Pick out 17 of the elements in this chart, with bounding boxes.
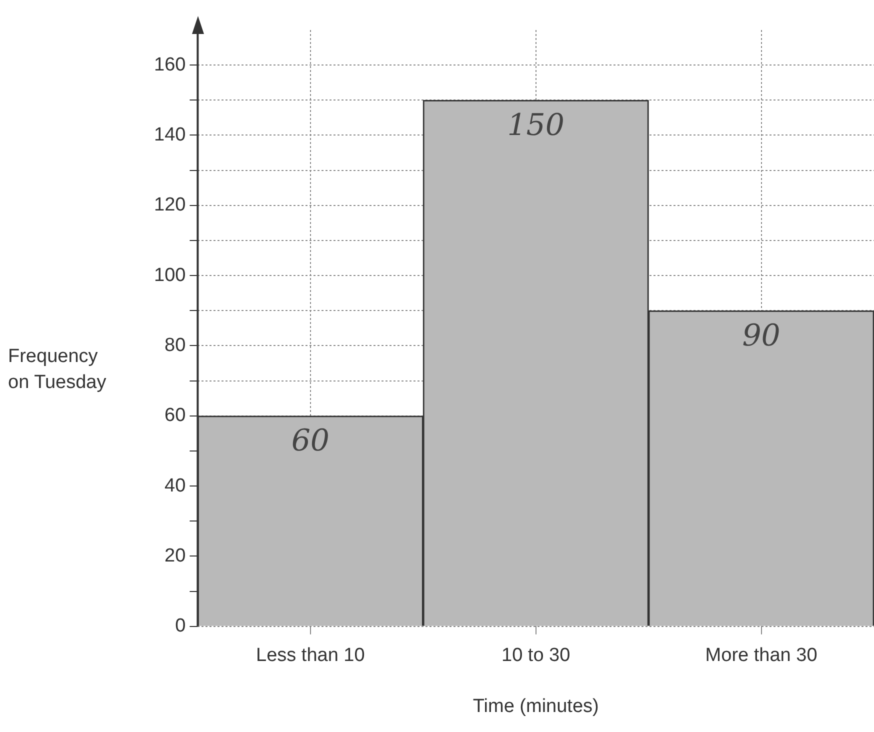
y-tick-label: 140 — [154, 124, 186, 146]
y-tick-label: 100 — [154, 264, 186, 286]
y-tick-label: 20 — [164, 545, 186, 566]
y-tick-label: 80 — [164, 334, 186, 356]
data-label: 150 — [507, 108, 564, 143]
y-tick-label: 160 — [154, 54, 186, 76]
y-axis-title: Frequency on Tuesday — [8, 345, 106, 395]
data-label: 90 — [742, 318, 780, 354]
y-tick-label: 40 — [164, 475, 186, 496]
data-label: 60 — [291, 424, 330, 459]
x-axis-title: Time (minutes) — [472, 696, 599, 717]
x-tick-label: 10 to 30 — [502, 645, 570, 666]
y-tick-label: 120 — [154, 194, 186, 216]
x-tick-label: Less than 10 — [256, 645, 365, 666]
y-tick-label: 60 — [164, 405, 186, 426]
y-tick-label: 0 — [175, 616, 186, 637]
x-tick-label: More than 30 — [705, 645, 818, 666]
